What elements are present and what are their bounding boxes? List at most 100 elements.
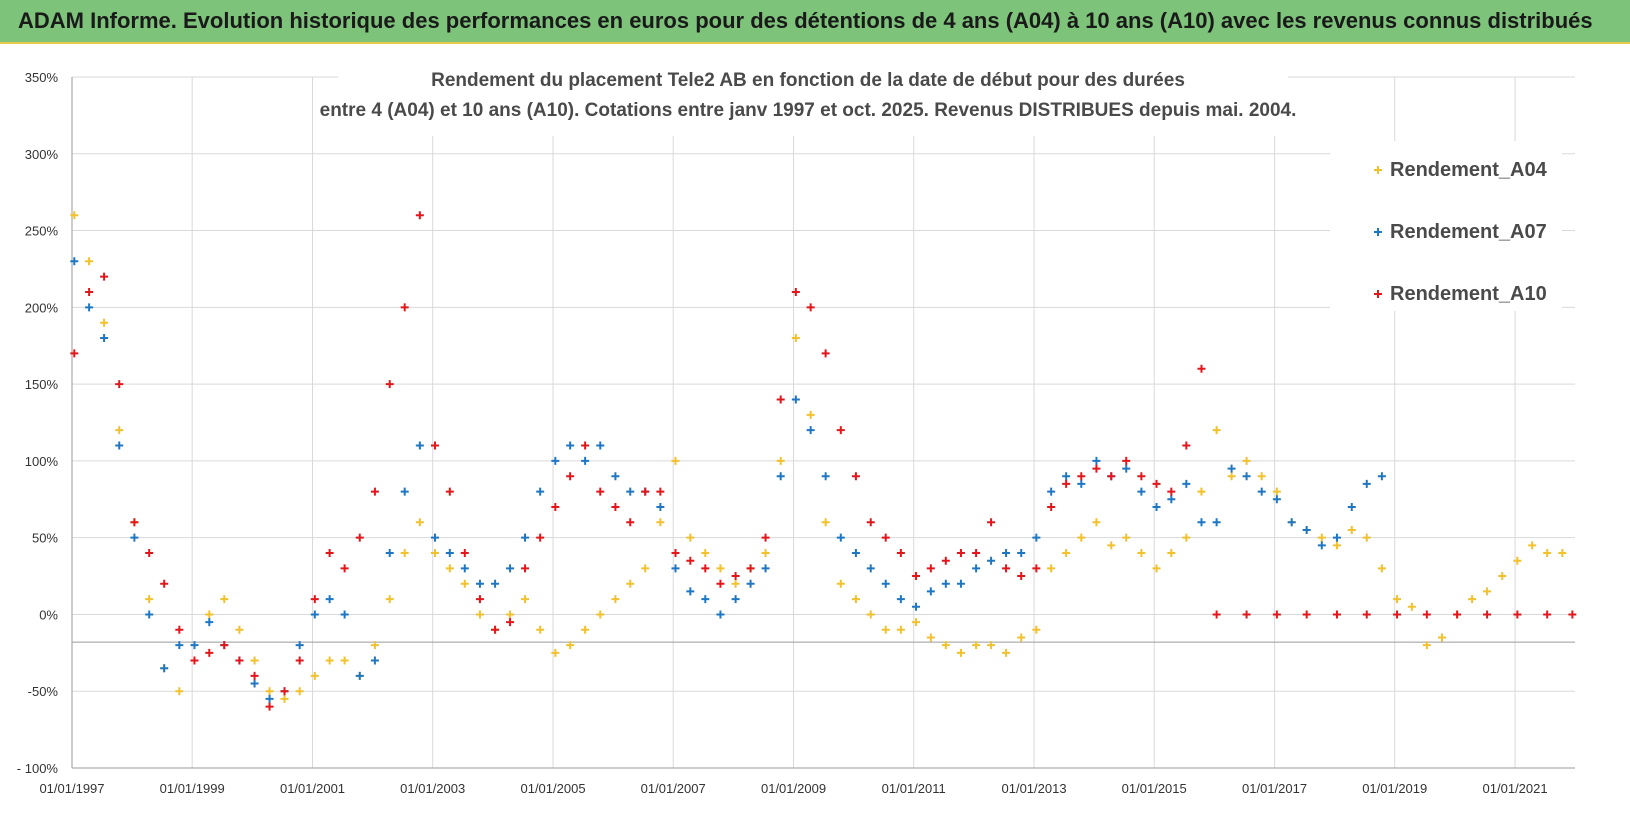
series-rendement_a10 bbox=[70, 211, 1577, 711]
data-point-marker bbox=[1062, 472, 1071, 481]
data-point-marker bbox=[115, 441, 124, 450]
data-point-marker bbox=[1017, 572, 1026, 581]
data-point-marker bbox=[235, 656, 244, 665]
data-point-marker bbox=[295, 687, 304, 696]
data-point-marker bbox=[1047, 564, 1056, 573]
data-point-marker bbox=[536, 487, 545, 496]
data-point-marker bbox=[866, 518, 875, 527]
data-point-marker bbox=[1077, 479, 1086, 488]
data-point-marker bbox=[1332, 610, 1341, 619]
data-point-marker bbox=[1347, 502, 1356, 511]
data-point-marker bbox=[1453, 610, 1462, 619]
data-point-marker bbox=[491, 625, 500, 634]
data-point-marker bbox=[250, 679, 259, 688]
y-tick-label: 50% bbox=[32, 531, 58, 546]
data-point-marker bbox=[1317, 541, 1326, 550]
data-point-marker bbox=[1212, 518, 1221, 527]
data-point-marker bbox=[370, 656, 379, 665]
data-point-marker bbox=[145, 610, 154, 619]
data-point-marker bbox=[310, 671, 319, 680]
data-point-marker bbox=[310, 610, 319, 619]
data-point-marker bbox=[881, 533, 890, 542]
data-point-marker bbox=[1374, 228, 1382, 236]
data-point-marker bbox=[1092, 464, 1101, 473]
x-tick-label: 01/01/2005 bbox=[520, 781, 585, 796]
data-point-marker bbox=[1197, 518, 1206, 527]
data-point-marker bbox=[1257, 472, 1266, 481]
data-point-marker bbox=[972, 641, 981, 650]
data-point-marker bbox=[1257, 487, 1266, 496]
data-point-marker bbox=[701, 595, 710, 604]
data-point-marker bbox=[791, 395, 800, 404]
data-point-marker bbox=[1437, 633, 1446, 642]
data-point-marker bbox=[1362, 533, 1371, 542]
data-point-marker bbox=[355, 671, 364, 680]
data-point-marker bbox=[956, 549, 965, 558]
data-point-marker bbox=[100, 334, 109, 343]
legend-label: Rendement_A04 bbox=[1390, 159, 1548, 181]
data-point-marker bbox=[656, 502, 665, 511]
chart-title-line1: Rendement du placement Tele2 AB en fonct… bbox=[431, 70, 1185, 91]
data-point-marker bbox=[866, 610, 875, 619]
data-point-marker bbox=[475, 579, 484, 588]
data-point-marker bbox=[1377, 564, 1386, 573]
data-point-marker bbox=[220, 595, 229, 604]
data-point-marker bbox=[175, 625, 184, 634]
data-point-marker bbox=[1122, 456, 1131, 465]
y-tick-label: 300% bbox=[25, 147, 59, 162]
data-point-marker bbox=[400, 303, 409, 312]
data-point-marker bbox=[130, 533, 139, 542]
data-point-marker bbox=[686, 587, 695, 596]
data-point-marker bbox=[1362, 610, 1371, 619]
data-point-marker bbox=[491, 579, 500, 588]
data-point-marker bbox=[972, 549, 981, 558]
data-point-marker bbox=[1197, 364, 1206, 373]
data-point-marker bbox=[956, 579, 965, 588]
data-point-marker bbox=[1558, 549, 1567, 558]
data-point-marker bbox=[1212, 426, 1221, 435]
data-point-marker bbox=[100, 272, 109, 281]
x-tick-label: 01/01/2001 bbox=[280, 781, 345, 796]
data-point-marker bbox=[506, 564, 515, 573]
data-point-marker bbox=[430, 533, 439, 542]
series-rendement_a07 bbox=[70, 257, 1386, 703]
data-point-marker bbox=[1182, 441, 1191, 450]
x-tick-label: 01/01/1997 bbox=[39, 781, 104, 796]
data-point-marker bbox=[836, 533, 845, 542]
data-point-marker bbox=[445, 564, 454, 573]
data-point-marker bbox=[1483, 587, 1492, 596]
data-point-marker bbox=[460, 549, 469, 558]
data-point-marker bbox=[415, 441, 424, 450]
title-backdrop bbox=[338, 62, 1288, 136]
data-point-marker bbox=[295, 656, 304, 665]
data-point-marker bbox=[1347, 525, 1356, 534]
data-point-marker bbox=[1017, 633, 1026, 642]
data-point-marker bbox=[926, 633, 935, 642]
data-point-marker bbox=[1017, 549, 1026, 558]
data-point-marker bbox=[551, 502, 560, 511]
chart-area: - 100% -50% 0% 50% 100% 150% 200% 250% 300% 350% 0… bbox=[0, 46, 1630, 816]
data-point-marker bbox=[912, 618, 921, 627]
y-tick-label: 0% bbox=[39, 607, 58, 622]
data-point-marker bbox=[866, 564, 875, 573]
data-point-marker bbox=[1167, 487, 1176, 496]
data-point-marker bbox=[205, 618, 214, 627]
data-point-marker bbox=[1513, 556, 1522, 565]
data-point-marker bbox=[972, 564, 981, 573]
data-point-marker bbox=[160, 579, 169, 588]
data-point-marker bbox=[1377, 472, 1386, 481]
data-point-marker bbox=[310, 595, 319, 604]
data-point-marker bbox=[1272, 487, 1281, 496]
data-point-marker bbox=[70, 349, 79, 358]
data-point-marker bbox=[475, 610, 484, 619]
data-point-marker bbox=[1272, 610, 1281, 619]
data-point-marker bbox=[1543, 549, 1552, 558]
data-point-marker bbox=[1077, 533, 1086, 542]
data-point-marker bbox=[611, 595, 620, 604]
data-point-marker bbox=[1182, 533, 1191, 542]
data-point-marker bbox=[1332, 541, 1341, 550]
data-point-marker bbox=[1374, 290, 1382, 298]
data-point-marker bbox=[596, 610, 605, 619]
data-point-marker bbox=[1047, 502, 1056, 511]
